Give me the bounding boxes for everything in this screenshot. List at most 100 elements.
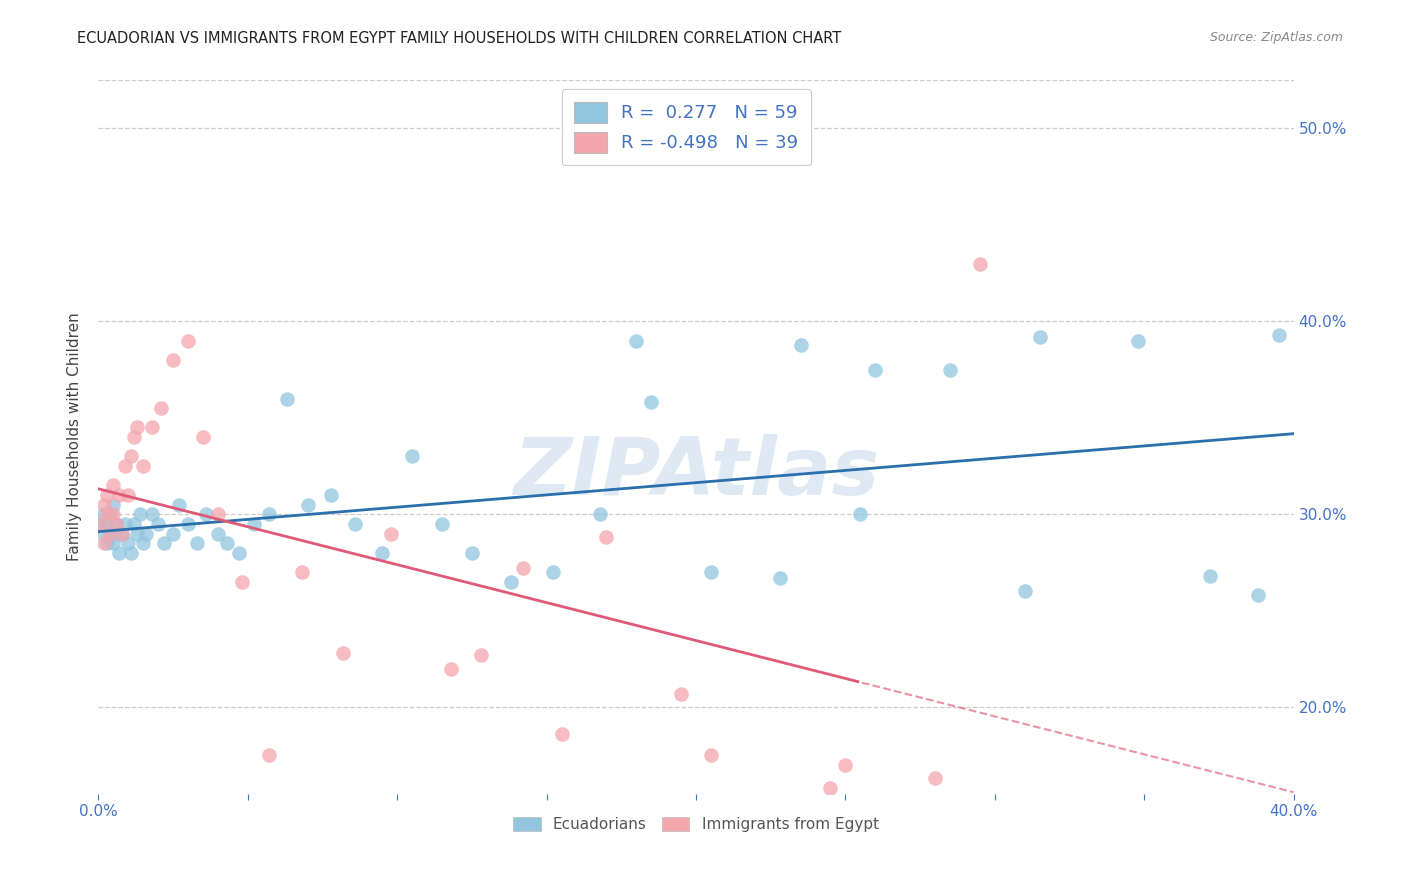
- Point: [93, 498, 115, 512]
- Legend: Ecuadorians, Immigrants from Egypt: Ecuadorians, Immigrants from Egypt: [506, 809, 886, 839]
- Point: [344, 516, 367, 531]
- Point: [114, 458, 136, 473]
- Point: [231, 574, 253, 589]
- Point: [499, 574, 522, 589]
- Point: [849, 507, 872, 521]
- Point: [108, 546, 131, 560]
- Point: [105, 516, 128, 531]
- Point: [257, 507, 280, 521]
- Point: [98, 507, 122, 521]
- Point: [700, 565, 723, 579]
- Point: [924, 772, 946, 786]
- Point: [257, 748, 280, 763]
- Point: [177, 334, 200, 348]
- Point: [700, 748, 723, 763]
- Point: [96, 536, 118, 550]
- Point: [291, 565, 314, 579]
- Point: [440, 661, 463, 675]
- Point: [589, 507, 612, 521]
- Point: [461, 546, 484, 560]
- Point: [512, 561, 534, 575]
- Point: [129, 507, 152, 521]
- Point: [124, 430, 146, 444]
- Point: [380, 526, 402, 541]
- Point: [769, 571, 792, 585]
- Point: [969, 256, 991, 270]
- Point: [103, 498, 125, 512]
- Point: [93, 536, 115, 550]
- Point: [93, 526, 115, 541]
- Point: [1128, 334, 1150, 348]
- Y-axis label: Family Households with Children: Family Households with Children: [67, 313, 83, 561]
- Point: [789, 337, 811, 351]
- Point: [105, 526, 128, 541]
- Point: [148, 516, 170, 531]
- Point: [90, 516, 112, 531]
- Point: [111, 526, 134, 541]
- Point: [820, 781, 842, 796]
- Point: [401, 450, 423, 464]
- Point: [153, 536, 176, 550]
- Point: [1028, 330, 1050, 344]
- Point: [834, 758, 856, 772]
- Point: [186, 536, 208, 550]
- Point: [243, 516, 266, 531]
- Point: [550, 727, 572, 741]
- Point: [124, 516, 146, 531]
- Point: [167, 498, 190, 512]
- Point: [541, 565, 564, 579]
- Text: Source: ZipAtlas.com: Source: ZipAtlas.com: [1209, 31, 1343, 45]
- Point: [96, 516, 118, 531]
- Point: [117, 488, 139, 502]
- Point: [207, 526, 229, 541]
- Point: [195, 507, 218, 521]
- Point: [90, 516, 112, 531]
- Point: [1014, 584, 1036, 599]
- Point: [150, 401, 173, 416]
- Point: [103, 507, 125, 521]
- Point: [103, 536, 125, 550]
- Point: [96, 488, 118, 502]
- Point: [470, 648, 492, 662]
- Point: [98, 526, 122, 541]
- Point: [141, 420, 163, 434]
- Point: [297, 498, 319, 512]
- Point: [103, 478, 125, 492]
- Point: [430, 516, 453, 531]
- Point: [135, 526, 157, 541]
- Point: [162, 353, 184, 368]
- Point: [120, 450, 142, 464]
- Point: [865, 362, 887, 376]
- Point: [669, 687, 692, 701]
- Point: [1199, 569, 1222, 583]
- Point: [371, 546, 394, 560]
- Point: [332, 646, 354, 660]
- Point: [98, 526, 122, 541]
- Point: [207, 507, 229, 521]
- Point: [114, 516, 136, 531]
- Text: ECUADORIAN VS IMMIGRANTS FROM EGYPT FAMILY HOUSEHOLDS WITH CHILDREN CORRELATION : ECUADORIAN VS IMMIGRANTS FROM EGYPT FAMI…: [77, 31, 842, 46]
- Point: [640, 395, 662, 409]
- Point: [120, 546, 142, 560]
- Point: [162, 526, 184, 541]
- Point: [141, 507, 163, 521]
- Point: [228, 546, 250, 560]
- Point: [105, 516, 128, 531]
- Text: ZIPAtlas: ZIPAtlas: [513, 434, 879, 512]
- Point: [132, 458, 155, 473]
- Point: [215, 536, 238, 550]
- Point: [1267, 327, 1289, 342]
- Point: [321, 488, 343, 502]
- Point: [132, 536, 155, 550]
- Point: [108, 488, 131, 502]
- Point: [1247, 588, 1270, 602]
- Point: [191, 430, 214, 444]
- Point: [96, 507, 118, 521]
- Point: [177, 516, 200, 531]
- Point: [626, 334, 648, 348]
- Point: [276, 392, 298, 406]
- Point: [127, 526, 149, 541]
- Point: [111, 526, 134, 541]
- Point: [595, 530, 617, 544]
- Point: [93, 507, 115, 521]
